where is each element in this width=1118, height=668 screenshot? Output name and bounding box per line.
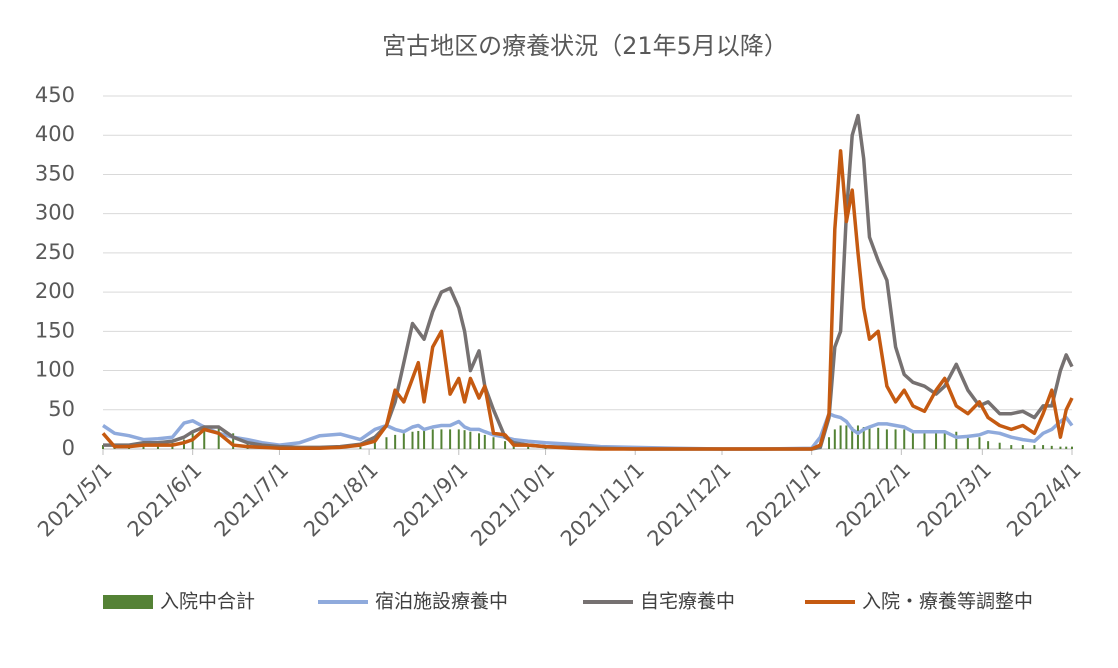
bar — [483, 434, 486, 449]
bar — [987, 441, 990, 449]
line — [101, 149, 1074, 451]
bar — [955, 431, 958, 449]
x-tick-label: 2021/12/1 — [643, 458, 736, 551]
bar — [431, 429, 434, 449]
bar — [1059, 446, 1062, 449]
bar — [217, 425, 220, 449]
legend-label: 入院中合計 — [160, 591, 255, 613]
bar — [102, 445, 104, 449]
y-tick-label: 350 — [35, 161, 75, 185]
bar — [978, 437, 981, 449]
bar — [478, 433, 481, 449]
x-tick-label: 2021/10/1 — [466, 458, 559, 551]
x-tick-label: 2021/6/1 — [123, 458, 207, 542]
bar — [417, 430, 420, 449]
y-tick-label: 400 — [35, 122, 75, 146]
bar — [527, 445, 530, 449]
bar — [923, 431, 926, 449]
legend-label: 宿泊施設療養中 — [375, 591, 508, 613]
y-tick-label: 150 — [35, 318, 75, 342]
bar — [1042, 445, 1045, 449]
chart-title: 宮古地区の療養状況（21年5月以降） — [382, 32, 788, 60]
bar — [457, 429, 460, 449]
bar — [1071, 446, 1073, 449]
bar — [232, 433, 235, 449]
bar — [868, 427, 871, 449]
line — [102, 411, 1074, 451]
x-tick-label: 2022/2/1 — [831, 458, 915, 542]
bar — [492, 437, 495, 449]
legend-label: 自宅療養中 — [640, 591, 735, 613]
bar — [856, 425, 859, 449]
x-tick-label: 2022/1/1 — [742, 458, 826, 542]
bar — [411, 431, 414, 449]
bar — [504, 441, 507, 449]
x-tick-label: 2022/4/1 — [1002, 458, 1086, 542]
bar — [203, 425, 206, 449]
y-tick-label: 250 — [35, 240, 75, 264]
bar — [833, 429, 836, 449]
y-tick-label: 300 — [35, 201, 75, 225]
bar — [966, 434, 969, 449]
bar — [394, 434, 397, 449]
bar — [828, 437, 831, 449]
bar — [1010, 445, 1013, 449]
bar — [359, 446, 362, 449]
legend-label: 入院・療養等調整中 — [862, 591, 1033, 613]
bar — [402, 433, 405, 449]
x-tick-label: 2021/9/1 — [389, 458, 473, 542]
bar — [440, 429, 443, 449]
legend-swatch — [103, 595, 153, 609]
x-tick-label: 2022/3/1 — [912, 458, 996, 542]
line — [103, 113, 1074, 451]
bar — [1033, 445, 1036, 449]
bar — [845, 425, 848, 449]
bar — [935, 433, 938, 449]
bar — [1050, 445, 1053, 449]
y-tick-label: 0 — [62, 436, 75, 460]
bar — [839, 425, 842, 449]
x-tick-label: 2021/7/1 — [210, 458, 294, 542]
bar — [449, 429, 452, 449]
bar — [1065, 446, 1068, 449]
bar — [862, 427, 865, 449]
bar — [423, 429, 426, 449]
bar — [894, 429, 897, 449]
bar — [911, 430, 914, 449]
bar — [373, 439, 376, 449]
bar — [463, 430, 466, 449]
bar — [469, 431, 472, 449]
bar — [877, 427, 880, 449]
bar — [903, 429, 906, 449]
bar — [851, 427, 854, 449]
x-tick-label: 2021/8/1 — [299, 458, 383, 542]
bar — [885, 429, 888, 449]
x-tick-label: 2021/5/1 — [33, 458, 117, 542]
bar — [998, 442, 1001, 449]
y-tick-label: 50 — [48, 397, 75, 421]
bar — [1021, 445, 1024, 449]
x-tick-label: 2021/11/1 — [556, 458, 649, 551]
bar — [943, 433, 946, 449]
bar — [385, 437, 388, 449]
y-tick-label: 200 — [35, 279, 75, 303]
y-tick-label: 100 — [35, 358, 75, 382]
y-tick-label: 450 — [35, 83, 75, 107]
